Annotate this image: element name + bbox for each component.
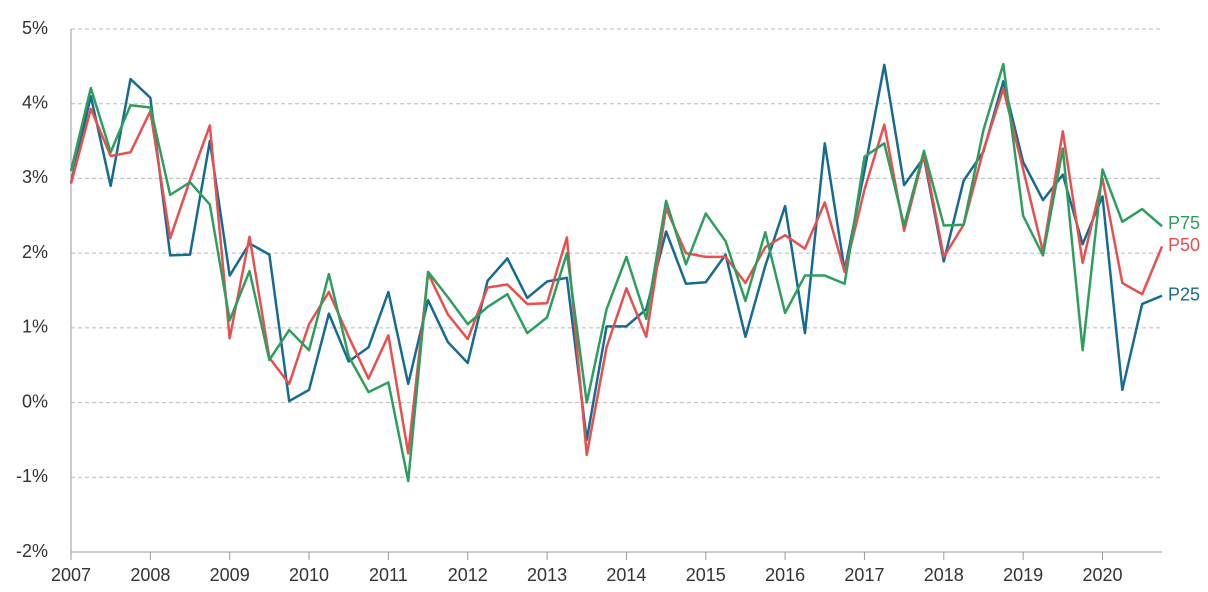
series-label: P50 bbox=[1168, 235, 1200, 255]
y-tick-label: 3% bbox=[22, 167, 48, 187]
x-tick-label: 2013 bbox=[527, 565, 567, 585]
series-label: P75 bbox=[1168, 213, 1200, 233]
x-tick-label: 2008 bbox=[130, 565, 170, 585]
y-tick-label: 1% bbox=[22, 317, 48, 337]
x-tick-label: 2018 bbox=[924, 565, 964, 585]
x-tick-label: 2017 bbox=[844, 565, 884, 585]
series-label: P25 bbox=[1168, 284, 1200, 304]
x-tick-label: 2020 bbox=[1082, 565, 1122, 585]
x-tick-label: 2016 bbox=[765, 565, 805, 585]
series-line bbox=[69, 87, 1164, 457]
x-tick-label: 2007 bbox=[51, 565, 91, 585]
y-tick-label: -2% bbox=[16, 541, 48, 561]
x-tick-label: 2012 bbox=[448, 565, 488, 585]
series-line bbox=[69, 62, 1163, 483]
x-tick-label: 2009 bbox=[210, 565, 250, 585]
x-tick-label: 2011 bbox=[369, 565, 408, 585]
x-tick-label: 2014 bbox=[606, 565, 646, 585]
x-tick-label: 2015 bbox=[686, 565, 726, 585]
x-tick-label: 2010 bbox=[289, 565, 329, 585]
x-tick-label: 2019 bbox=[1003, 565, 1043, 585]
y-tick-label: 0% bbox=[22, 391, 48, 411]
y-tick-label: 2% bbox=[22, 242, 48, 262]
series-line bbox=[69, 63, 1163, 442]
y-tick-label: -1% bbox=[16, 466, 48, 486]
y-tick-label: 5% bbox=[22, 18, 48, 38]
y-tick-label: 4% bbox=[22, 92, 48, 112]
